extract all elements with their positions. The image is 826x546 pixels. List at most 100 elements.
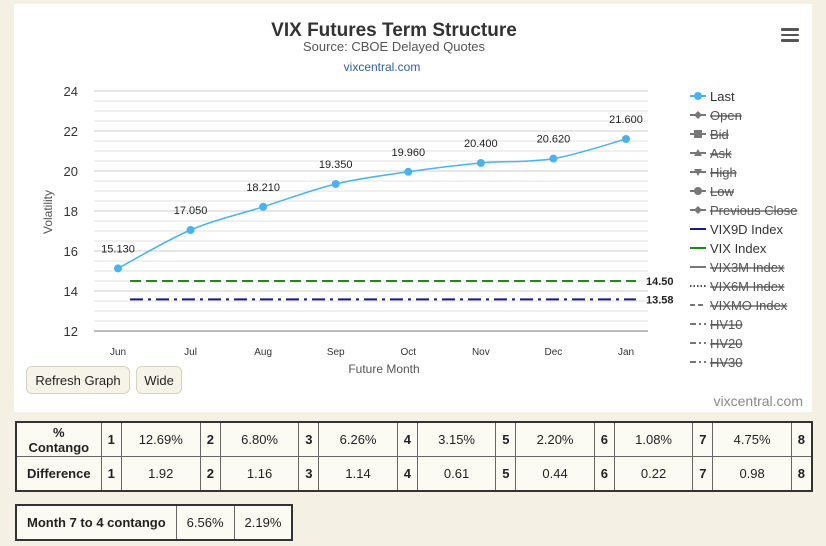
table-cell-index: 2: [199, 421, 221, 457]
data-label: 20.400: [464, 138, 498, 150]
y-tick-label: 20: [64, 164, 78, 179]
legend-item-vix6m-index[interactable]: VIX6M Index: [690, 279, 785, 294]
x-tick-label: Jun: [110, 347, 126, 358]
table-cell-index: 4: [396, 456, 418, 492]
legend-label: HV30: [710, 355, 743, 370]
legend-label: Low: [710, 184, 734, 199]
table-cell: 0.98: [712, 456, 792, 492]
y-tick-label: 12: [64, 324, 78, 339]
data-point[interactable]: [476, 159, 485, 167]
table-cell: 2.20%: [515, 421, 595, 457]
legend-label: Last: [710, 89, 735, 104]
data-point[interactable]: [549, 154, 558, 163]
table-cell: 12.69%: [120, 421, 201, 457]
table-cell: 4.75%: [712, 421, 792, 457]
legend-item-last[interactable]: Last: [690, 89, 735, 104]
table-cell-index: 1: [100, 421, 122, 457]
table-cell: 0.22: [613, 456, 694, 492]
table-cell: 2.19%: [233, 504, 293, 541]
data-point[interactable]: [622, 135, 630, 143]
table-cell: 1.08%: [613, 421, 694, 457]
y-axis: 12 14 16 18 20 22 24: [64, 84, 78, 339]
data-label: 19.960: [391, 147, 425, 159]
table-cell-index: 6: [593, 421, 615, 457]
source-link[interactable]: vixcentral.com: [344, 60, 421, 74]
data-label: 15.130: [101, 243, 135, 255]
table-cell-index: 3: [298, 456, 320, 492]
legend-item-vix-index[interactable]: VIX Index: [690, 241, 767, 256]
legend-label: HV10: [710, 317, 743, 332]
table-cell: 1.16: [219, 456, 300, 492]
legend-label: VIX6M Index: [710, 279, 785, 294]
data-point[interactable]: [404, 167, 413, 176]
legend-marker: [694, 92, 702, 100]
x-axis-label: Future Month: [348, 362, 419, 376]
table-cell-index: 3: [298, 421, 320, 457]
chart-title: VIX Futures Term Structure: [271, 20, 517, 41]
table-cell: 6.56%: [175, 504, 235, 541]
x-tick-label: Jul: [184, 347, 197, 358]
legend-marker: [694, 169, 702, 176]
data-point[interactable]: [331, 180, 340, 188]
x-tick-label: Oct: [401, 347, 417, 358]
legend-item-vixmo-index[interactable]: VIXMO Index: [690, 298, 788, 313]
data-point[interactable]: [114, 264, 122, 273]
legend-item-hv10[interactable]: HV10: [690, 317, 743, 332]
legend-item-open[interactable]: Open: [690, 108, 742, 123]
table-row: % Contango 1 12.69% 2 6.80% 3 6.26% 4 3.15% 5 2.2…: [15, 421, 813, 457]
legend-item-ask[interactable]: Ask: [690, 146, 732, 161]
contango-table: % Contango 1 12.69% 2 6.80% 3 6.26% 4 3.15% 5 2.2…: [15, 421, 813, 492]
y-tick-label: 22: [64, 124, 78, 139]
reference-line-label: 14.50: [646, 276, 674, 288]
legend-item-low[interactable]: Low: [690, 184, 734, 199]
legend[interactable]: Last Open Bid Ask High Low Previous Close VIX9D…: [690, 89, 797, 370]
row-header-difference: Difference: [15, 456, 102, 492]
y-tick-label: 18: [64, 204, 78, 219]
x-axis: Jun Jul Aug Sep Oct Nov Dec Jan: [110, 347, 634, 358]
chart-credit[interactable]: vixcentral.com: [714, 393, 803, 409]
table-cell-index: 8: [790, 456, 813, 492]
legend-label: Previous Close: [710, 203, 797, 218]
x-tick-label: Aug: [254, 347, 272, 358]
legend-item-hv20[interactable]: HV20: [690, 336, 743, 351]
row-header-month7to4: Month 7 to 4 contango: [15, 504, 177, 541]
data-point[interactable]: [259, 202, 268, 211]
x-tick-label: Jan: [618, 347, 634, 358]
table-cell: 0.44: [515, 456, 595, 492]
data-point[interactable]: [186, 226, 195, 234]
reference-line-label: 13.58: [646, 294, 674, 306]
table-cell: 6.80%: [219, 421, 300, 457]
legend-label: VIX Index: [710, 241, 767, 256]
legend-marker: [694, 149, 702, 156]
table-cell: 0.61: [416, 456, 497, 492]
legend-item-hv30[interactable]: HV30: [690, 355, 743, 370]
legend-item-previous-close[interactable]: Previous Close: [690, 203, 797, 218]
x-tick-label: Dec: [545, 347, 563, 358]
legend-label: Ask: [710, 146, 732, 161]
legend-marker: [694, 111, 702, 119]
table-cell-index: 4: [396, 421, 418, 457]
table-row: Difference 1 1.92 2 1.16 3 1.14 4 0.61 5 0.44 6 0.2…: [15, 456, 813, 492]
legend-item-vix3m-index[interactable]: VIX3M Index: [690, 260, 785, 275]
y-axis-label: Volatility: [41, 190, 55, 234]
table-cell: 6.26%: [318, 421, 398, 457]
legend-item-high[interactable]: High: [690, 165, 737, 180]
table-cell-index: 6: [593, 456, 615, 492]
legend-item-vix9d-index[interactable]: VIX9D Index: [690, 222, 783, 237]
legend-label: VIXMO Index: [710, 298, 788, 313]
table-cell-index: 8: [790, 421, 813, 457]
reference-lines: 14.50 13.58: [130, 276, 674, 306]
legend-label: HV20: [710, 336, 743, 351]
table-cell-index: 2: [199, 456, 221, 492]
legend-label: High: [710, 165, 737, 180]
chart-panel: VIX Futures Term Structure Source: CBOE …: [14, 4, 812, 412]
refresh-graph-button[interactable]: Refresh Graph: [26, 366, 130, 394]
table-cell-index: 5: [495, 456, 517, 492]
wide-button[interactable]: Wide: [136, 366, 182, 394]
legend-marker: [694, 187, 702, 195]
legend-item-bid[interactable]: Bid: [690, 127, 729, 142]
hamburger-menu-icon[interactable]: [781, 28, 799, 42]
series-last: 15.130 17.050 18.210 19.350 19.960 20.400 20.6…: [101, 114, 643, 273]
legend-marker: [694, 206, 702, 214]
y-tick-label: 16: [64, 244, 78, 259]
